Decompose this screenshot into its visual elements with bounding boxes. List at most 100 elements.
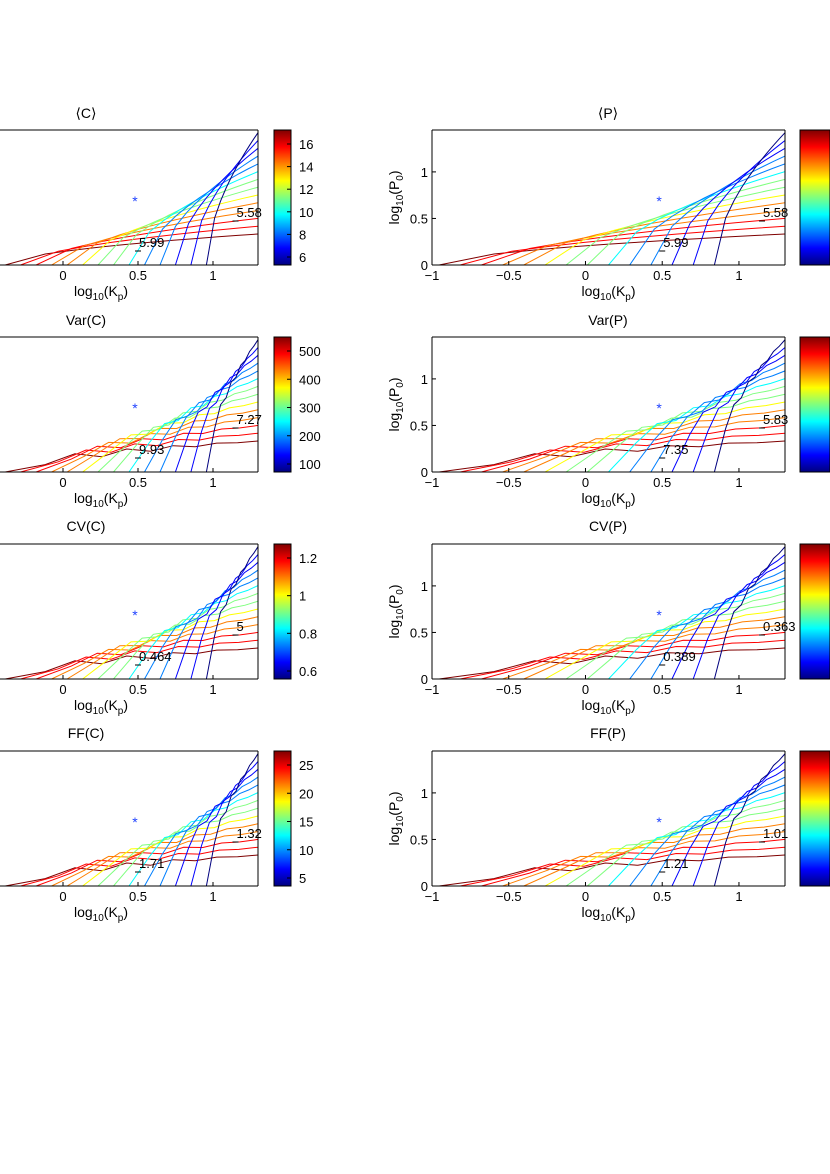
contour-line-ffC — [159, 776, 258, 886]
contours-ffC — [5, 753, 258, 886]
x-axis-label-cvC: log10(Kp) — [74, 697, 128, 717]
contours-meanP — [439, 132, 785, 265]
contours-cvC — [5, 546, 258, 679]
contour-line-varC — [66, 409, 258, 472]
contour-label-cvC: 0.464 — [139, 649, 172, 664]
contour-line-meanC — [190, 140, 258, 265]
contour-label-meanC: 5.58 — [237, 205, 262, 220]
colorbar-tick-label-meanC: 10 — [299, 205, 313, 220]
colorbar-tick-label-ffC: 20 — [299, 786, 313, 801]
contour-line-cvP — [713, 546, 785, 679]
contour-line-varP — [629, 370, 785, 472]
contour-line-cvP — [481, 631, 785, 679]
contours-meanC — [5, 132, 258, 265]
contour-line-ffP — [608, 792, 785, 886]
title-cvC: CV(C) — [67, 518, 106, 534]
y-tick-label-varP: 0 — [421, 465, 428, 480]
contour-line-varP — [713, 339, 785, 472]
operating-point-marker-meanP: * — [656, 193, 662, 209]
panel-meanC: 0 0.5 1 log10(Kp) * 5.99 5.58 16 14 12 10 8 6 — [0, 129, 313, 303]
contour-line-varP — [608, 378, 785, 472]
contour-label-varC: 9.93 — [139, 442, 164, 457]
colorbar-meanC — [273, 129, 292, 266]
x-tick-label-cvP: 0.5 — [653, 682, 671, 697]
contour-line-varC — [20, 432, 258, 472]
contour-line-meanP — [713, 132, 785, 265]
contour-line-cvP — [586, 592, 785, 679]
contour-line-cvP — [523, 616, 785, 679]
contour-label-ffC: 1.32 — [237, 826, 262, 841]
operating-point-marker-varC: * — [132, 400, 138, 416]
colorbar-tick-label-varC: 400 — [299, 372, 321, 387]
contour-line-ffP — [565, 807, 785, 886]
contour-line-cvC — [174, 561, 258, 679]
x-tick-label-varC: 0.5 — [129, 475, 147, 490]
contour-line-cvP — [692, 554, 785, 679]
contour-label-cvP: 0.389 — [663, 649, 696, 664]
x-axis-label-ffP: log10(Kp) — [581, 904, 635, 924]
contour-line-varC — [159, 362, 258, 472]
contour-line-cvC — [144, 577, 258, 679]
contour-label-varP: 7.35 — [663, 442, 688, 457]
x-tick-label-varC: 1 — [209, 475, 216, 490]
x-tick-label-varP: −0.5 — [496, 475, 522, 490]
contour-label-cvC: 5 — [237, 619, 244, 634]
contour-line-meanC — [20, 225, 258, 265]
colorbar-varP — [799, 336, 830, 473]
y-tick-label-varP: 0.5 — [410, 418, 428, 433]
contour-line-cvC — [159, 569, 258, 679]
contour-line-varC — [35, 424, 258, 472]
y-tick-label-cvP: 0.5 — [410, 625, 428, 640]
contour-line-varP — [502, 417, 785, 472]
operating-point-marker-ffC: * — [132, 814, 138, 830]
colorbar-tick-label-meanC: 8 — [299, 227, 306, 242]
contour-line-meanP — [460, 225, 785, 265]
contour-line-meanC — [82, 194, 258, 265]
title-varC: Var(C) — [66, 312, 106, 328]
colorbar-tick-label-cvC: 1.2 — [299, 551, 317, 566]
y-axis-label-meanP: log10(P0) — [386, 170, 406, 224]
contour-line-ffC — [205, 753, 258, 886]
panel-cvC: 0 0.5 1 log10(Kp) * 0.464 5 1.2 1 0.8 0.6 — [0, 543, 317, 717]
contour-line-ffC — [128, 792, 258, 886]
x-tick-label-cvP: 0 — [582, 682, 589, 697]
contour-line-varP — [692, 347, 785, 472]
contour-label-meanP: 5.58 — [763, 205, 788, 220]
y-tick-label-cvP: 0 — [421, 672, 428, 687]
contour-line-ffC — [5, 854, 258, 886]
contour-label-varP: 5.83 — [763, 412, 788, 427]
panel-cvP: −1 −0.5 0 0.5 1log10(Kp)00.51log10(P0)*0.389… — [386, 543, 830, 717]
y-tick-label-cvP: 1 — [421, 579, 428, 594]
x-tick-label-meanP: 1 — [735, 268, 742, 283]
contour-line-cvP — [629, 577, 785, 679]
x-tick-label-ffC: 0 — [59, 889, 66, 904]
contour-line-ffP — [523, 823, 785, 886]
contour-line-varC — [190, 347, 258, 472]
contour-line-meanC — [97, 186, 258, 265]
contour-line-varC — [97, 393, 258, 472]
contour-label-ffP: 1.01 — [763, 826, 788, 841]
x-axis-label-cvP: log10(Kp) — [581, 697, 635, 717]
panel-ffC: 0 0.5 1 log10(Kp) * 1.71 1.32 25 20 15 10 5 — [0, 750, 313, 924]
colorbar-tick-label-ffC: 10 — [299, 843, 313, 858]
colorbar-tick-label-varC: 100 — [299, 457, 321, 472]
colorbar-tick-label-meanC: 6 — [299, 250, 306, 265]
contour-line-cvP — [608, 585, 785, 679]
contour-line-cvP — [460, 639, 785, 679]
contour-line-cvC — [51, 624, 258, 679]
contours-cvP — [439, 546, 785, 679]
x-tick-label-varC: 0 — [59, 475, 66, 490]
x-tick-label-meanP: −0.5 — [496, 268, 522, 283]
panel-varP: −1 −0.5 0 0.5 1log10(Kp)00.51log10(P0)*7.355… — [386, 336, 830, 510]
colorbar-tick-label-meanC: 12 — [299, 182, 313, 197]
contour-line-cvC — [66, 616, 258, 679]
title-ffP: FF(P) — [590, 725, 626, 741]
y-axis-label-ffP: log10(P0) — [386, 791, 406, 845]
x-tick-label-varP: 1 — [735, 475, 742, 490]
contour-line-meanC — [159, 155, 258, 265]
contour-line-varC — [144, 370, 258, 472]
title-ffC: FF(C) — [68, 725, 105, 741]
x-tick-label-ffC: 0.5 — [129, 889, 147, 904]
colorbar-cvP — [799, 543, 830, 680]
